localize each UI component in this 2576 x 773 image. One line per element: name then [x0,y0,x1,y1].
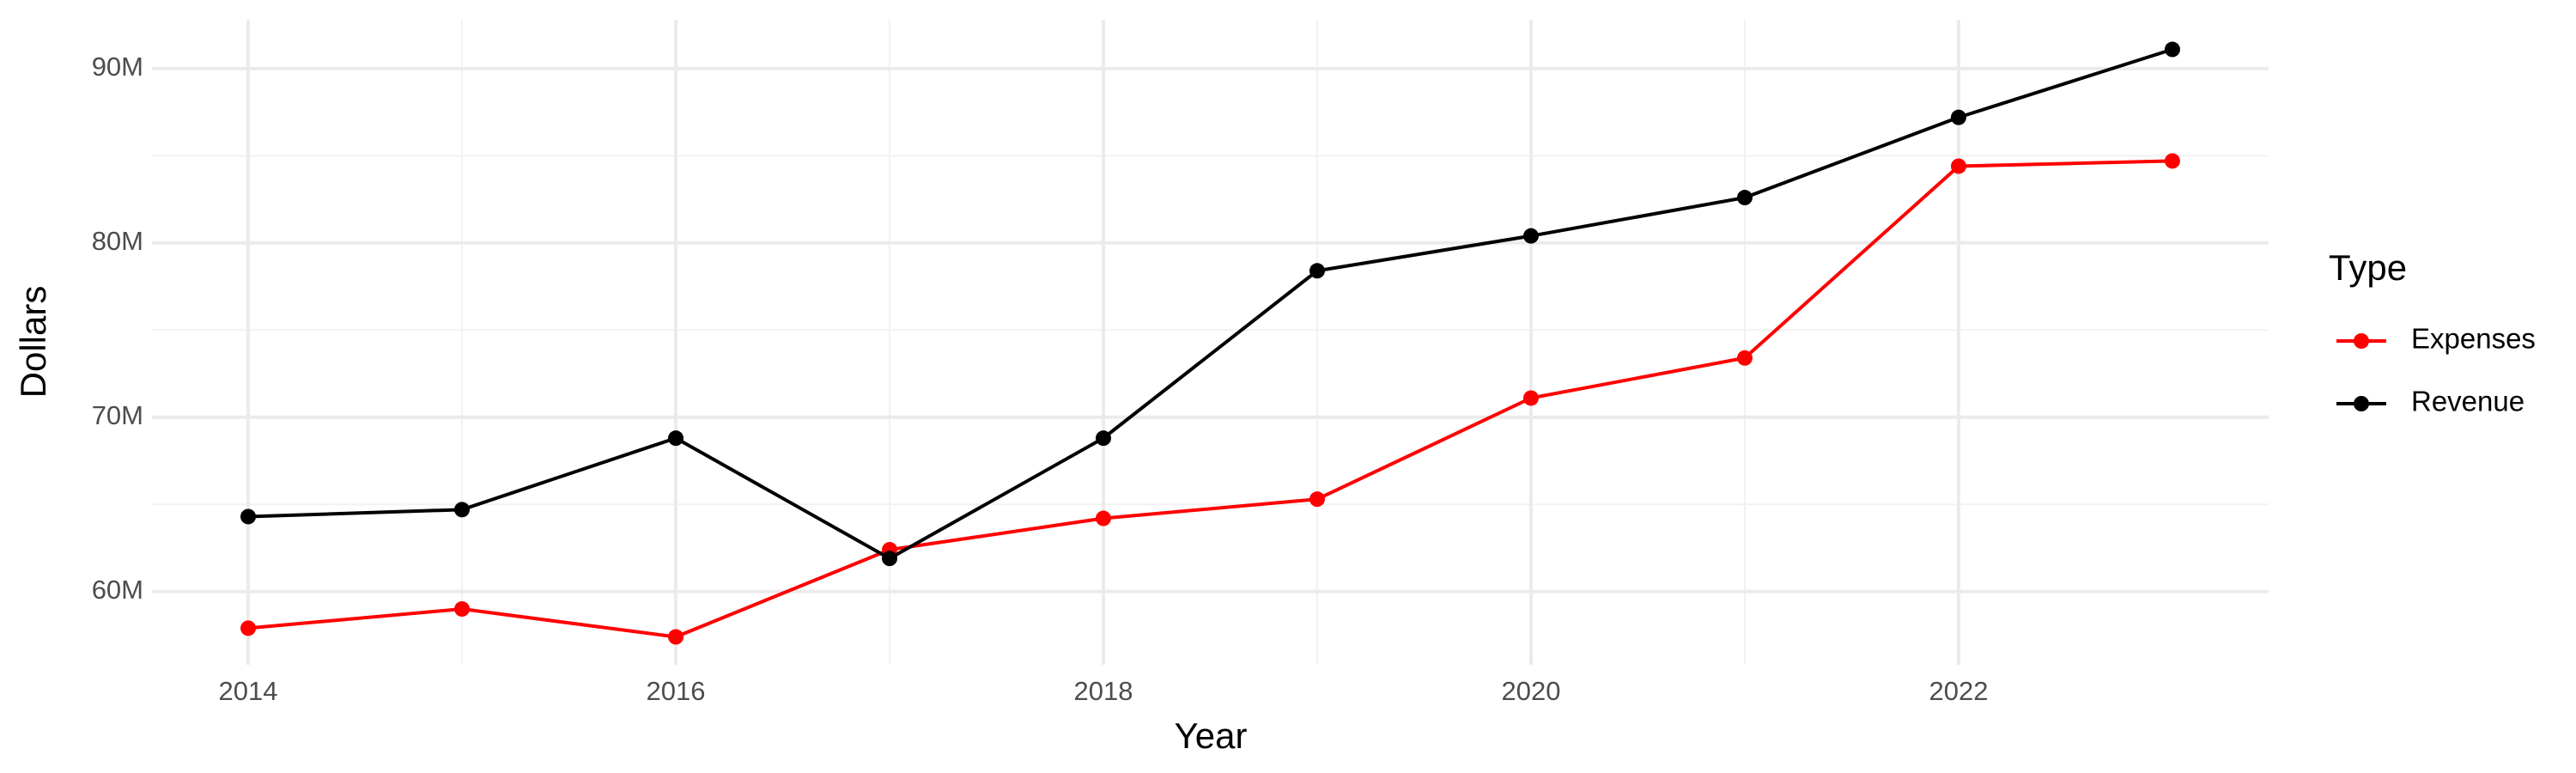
x-tick-label: 2014 [219,676,278,706]
legend-key-point [2354,333,2369,349]
data-point [454,502,471,518]
legend-label: Revenue [2411,386,2524,417]
x-tick-label: 2020 [1502,676,1561,706]
data-point [1309,491,1325,508]
legend-key-point [2354,396,2369,411]
data-point [882,551,898,567]
data-point [668,430,684,447]
x-tick-label: 2018 [1074,676,1133,706]
legend-title: Type [2329,247,2407,288]
y-axis-title: Dollars [13,286,53,399]
data-point [240,508,257,525]
data-point [1096,510,1112,526]
data-point [1309,263,1325,279]
data-point [1950,109,1966,125]
data-point [240,620,257,636]
data-point [1736,190,1753,206]
y-tick-label: 70M [92,400,143,430]
x-tick-label: 2016 [647,676,706,706]
series-line [247,47,2173,561]
legend-label: Expenses [2411,323,2536,355]
data-point [1950,158,1966,174]
grid [152,20,2269,665]
data-point [1096,430,1112,447]
y-tick-label: 80M [92,226,143,256]
data-point [2164,41,2180,58]
data-point [454,601,471,618]
x-axis-title: Year [1175,715,1248,756]
y-tick-label: 60M [92,575,143,605]
data-point [1736,350,1753,366]
data-point [668,629,684,645]
y-tick-label: 90M [92,52,143,82]
x-tick-label: 2022 [1929,676,1988,706]
data-point [2164,153,2180,169]
data-point [1522,390,1539,406]
data-point [1522,228,1539,244]
series-line [247,159,2172,639]
